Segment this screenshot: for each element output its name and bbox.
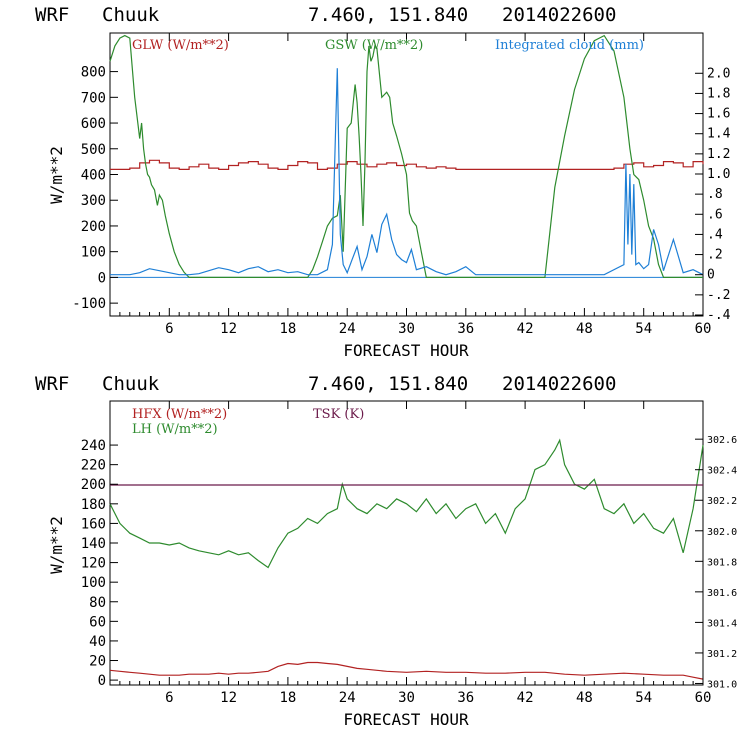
p2-xtick-label: 36 — [457, 690, 474, 706]
p2-ytick-label: 180 — [81, 497, 106, 513]
p1-ytick-label: 100 — [81, 245, 106, 261]
p2-ytick-label: 140 — [81, 536, 106, 552]
p2-y2tick-label: 301.2 — [707, 649, 737, 660]
p1-y2tick-label: 1.4 — [707, 127, 731, 142]
panel-2-legend-lh: LH (W/m**2) — [132, 422, 218, 437]
p2-ytick-label: 240 — [81, 438, 106, 454]
p2-ytick-label: 20 — [89, 654, 106, 670]
panel-2-xlabel: FORECAST HOUR — [343, 710, 469, 729]
p1-y2tick-label: .8 — [707, 187, 723, 202]
p2-y2tick-label: 301.6 — [707, 588, 737, 599]
panel-1-legend-cloud: Integrated cloud (mm) — [495, 38, 644, 53]
panel-1-title-date: 2014022600 — [502, 4, 616, 26]
p1-y2tick-label: 1.8 — [707, 86, 730, 101]
p1-xtick-label: 24 — [339, 321, 356, 337]
p2-y2tick-label: 302.2 — [707, 496, 737, 507]
p1-ytick-label: 200 — [81, 219, 106, 235]
p1-y2tick-label: 0 — [707, 268, 715, 283]
p2-ytick-label: 120 — [81, 556, 106, 572]
p1-ytick-label: 500 — [81, 142, 106, 158]
panel-1-title-model: WRF — [35, 4, 69, 26]
p2-ytick-label: 80 — [89, 595, 106, 611]
p1-xtick-label: 54 — [635, 321, 652, 337]
p2-y2tick-label: 302.0 — [707, 527, 737, 538]
panel-1: WRF Chuuk 7.460, 151.840 2014022600 6 12 1… — [35, 4, 731, 360]
p1-xtick-label: 42 — [517, 321, 534, 337]
p1-y2tick-label: .4 — [707, 227, 723, 242]
p1-ytick-label: 300 — [81, 193, 106, 209]
p1-ytick-label: 700 — [81, 90, 106, 106]
p2-ytick-label: 100 — [81, 575, 106, 591]
panel-1-axes-group: 6 12 18 24 30 36 42 48 54 60 -100 0 100 200 300 400 500 6… — [72, 33, 731, 337]
panel-2-title-coords: 7.460, 151.840 — [308, 373, 468, 395]
p2-xtick-label: 48 — [576, 690, 593, 706]
panel-2-axes-group: 6 12 18 24 30 36 42 48 54 60 0 20 40 60 80 100 120 140 160… — [81, 401, 737, 706]
p2-xtick-label: 60 — [695, 690, 712, 706]
p2-y2tick-label: 302.6 — [707, 435, 737, 446]
p2-series-0-line — [109, 661, 704, 680]
p1-ytick-label: 800 — [81, 65, 106, 81]
panel-2-legend-tsk: TSK (K) — [313, 407, 364, 422]
panel-2-plot-frame — [109, 400, 704, 686]
panel-2-series-group — [109, 438, 704, 680]
p1-y2tick-label: -.2 — [707, 288, 730, 303]
p1-ytick-label: -100 — [72, 296, 106, 312]
p2-ytick-label: 200 — [81, 477, 106, 493]
panel-2-title-date: 2014022600 — [502, 373, 616, 395]
panel-1-title-station: Chuuk — [102, 4, 160, 26]
p2-series-1-line — [109, 438, 704, 569]
panel-2-ylabel: W/m**2 — [47, 516, 66, 574]
p1-xtick-label: 36 — [457, 321, 474, 337]
p2-y2tick-label: 301.8 — [707, 557, 737, 568]
panel-1-legend-glw: GLW (W/m**2) — [132, 38, 229, 53]
p1-y2tick-label: .6 — [707, 207, 723, 222]
p1-y2tick-label: 1.2 — [707, 147, 730, 162]
p1-series-1-line — [109, 34, 703, 278]
p1-xtick-label: 6 — [165, 321, 173, 337]
p2-xtick-label: 42 — [517, 690, 534, 706]
p2-xtick-label: 18 — [279, 690, 296, 706]
panel-2-title-station: Chuuk — [102, 373, 160, 395]
p1-ytick-label: 0 — [98, 270, 106, 286]
p1-y2tick-label: 1.0 — [707, 167, 730, 182]
p1-ytick-label: 400 — [81, 168, 106, 184]
p1-xtick-label: 18 — [279, 321, 296, 337]
p1-xtick-label: 60 — [695, 321, 712, 337]
panel-1-title-coords: 7.460, 151.840 — [308, 4, 468, 26]
p2-ytick-label: 160 — [81, 516, 106, 532]
p2-xtick-label: 12 — [220, 690, 237, 706]
p1-y2tick-label: 1.6 — [707, 107, 730, 122]
p1-y2tick-label: 2.0 — [707, 66, 730, 81]
p2-xtick-label: 24 — [339, 690, 356, 706]
panel-2: WRF Chuuk 7.460, 151.840 2014022600 6 12 1… — [35, 373, 737, 729]
p1-xtick-label: 30 — [398, 321, 415, 337]
panel-1-series-group — [109, 34, 704, 278]
p2-ytick-label: 60 — [89, 614, 106, 630]
p1-series-2-line — [110, 68, 704, 276]
p2-y2tick-label: 302.4 — [707, 466, 737, 477]
p1-xtick-label: 12 — [220, 321, 237, 337]
p1-ytick-label: 600 — [81, 116, 106, 132]
p2-ytick-label: 40 — [89, 634, 106, 650]
p1-xtick-label: 48 — [576, 321, 593, 337]
p2-ytick-label: 0 — [98, 673, 106, 689]
p2-xtick-label: 6 — [165, 690, 173, 706]
panel-2-title-model: WRF — [35, 373, 69, 395]
p2-xtick-label: 54 — [635, 690, 652, 706]
p2-y2tick-label: 301.4 — [707, 618, 737, 629]
panel-1-ylabel: W/m**2 — [47, 146, 66, 204]
p1-series-0-line — [110, 159, 704, 170]
panel-2-legend-hfx: HFX (W/m**2) — [132, 407, 227, 422]
p2-y2tick-label: 301.0 — [707, 679, 737, 690]
p1-y2tick-label: -.4 — [707, 308, 731, 323]
p2-xtick-label: 30 — [398, 690, 415, 706]
panel-1-legend-gsw: GSW (W/m**2) — [325, 38, 423, 53]
p2-ytick-label: 220 — [81, 458, 106, 474]
p1-y2tick-label: .2 — [707, 248, 723, 263]
panel-1-xlabel: FORECAST HOUR — [343, 341, 469, 360]
